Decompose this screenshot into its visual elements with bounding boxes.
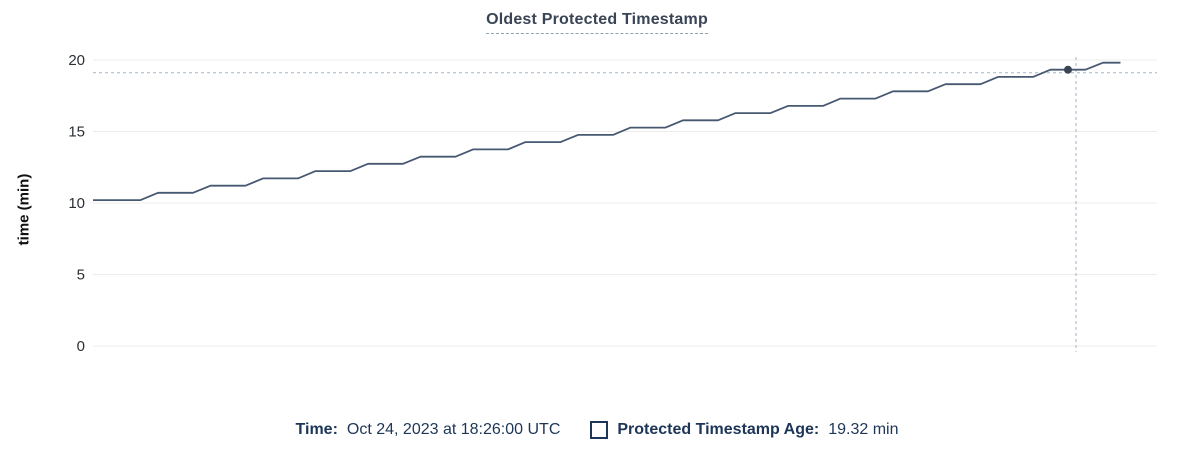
legend-time-readout: Time: Oct 24, 2023 at 18:26:00 UTC [296,421,561,439]
legend-series-toggle[interactable]: Protected Timestamp Age: 19.32 min [590,421,898,439]
legend-checkbox-icon[interactable] [590,421,609,439]
chart-plot-area[interactable]: 0510152018:1718:1818:1918:2018:2118:2218… [0,0,1194,410]
chart-title[interactable]: Oldest Protected Timestamp [486,11,708,34]
y-tick-label: 20 [68,52,85,69]
y-tick-label: 15 [68,124,85,141]
y-tick-label: 5 [77,267,85,284]
hover-point-dot [1064,65,1072,74]
legend: Time: Oct 24, 2023 at 18:26:00 UTC Prote… [0,421,1194,439]
legend-time-label: Time: [295,421,338,438]
y-tick-label: 0 [77,338,85,355]
y-tick-label: 10 [68,195,85,212]
legend-time-value: Oct 24, 2023 at 18:26:00 UTC [346,421,561,438]
legend-series-label: Protected Timestamp Age: [617,421,820,438]
chart-header: Oldest Protected Timestamp [0,11,1194,34]
legend-series-value: 19.32 min [828,421,899,438]
series-line-protected-timestamp-age [93,61,1121,201]
